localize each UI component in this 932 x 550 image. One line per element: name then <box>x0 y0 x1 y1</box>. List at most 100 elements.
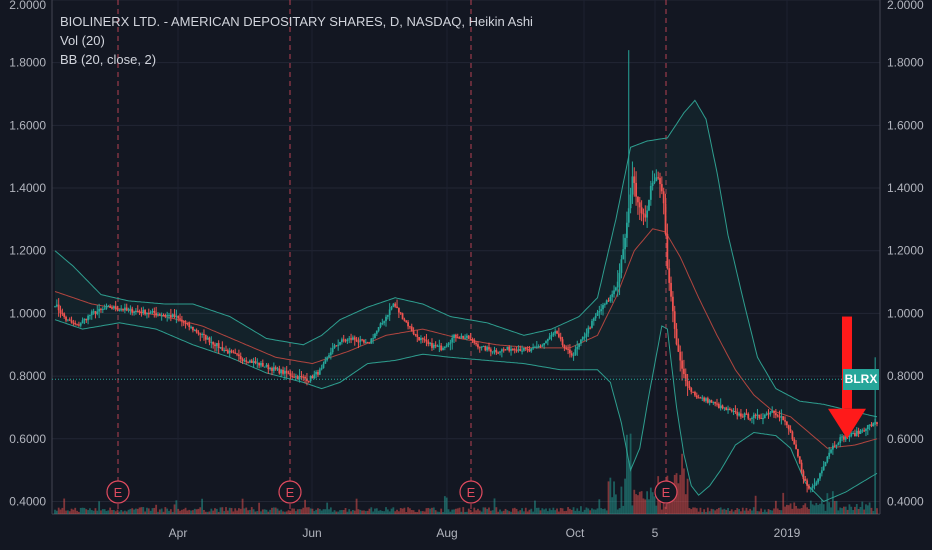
volume-bar <box>592 509 595 514</box>
volume-bar <box>190 510 192 514</box>
candle <box>677 338 680 352</box>
candle <box>600 304 603 315</box>
candle-body <box>192 326 194 331</box>
candle-body <box>602 304 604 310</box>
volume-bar <box>195 509 198 514</box>
candle-body <box>57 304 60 311</box>
volume-bar <box>109 507 112 514</box>
candle <box>142 306 145 316</box>
candle-body <box>247 361 249 363</box>
candle <box>502 347 505 353</box>
volume-bar <box>425 508 428 514</box>
candle-body <box>425 340 428 342</box>
candle-body <box>269 367 272 370</box>
candle-body <box>471 339 474 341</box>
candle <box>171 313 174 318</box>
candle-body <box>552 333 555 336</box>
candle-body <box>798 456 801 463</box>
candle-body <box>813 485 816 487</box>
candle-body <box>175 316 178 318</box>
candle-body <box>160 314 163 316</box>
candle-body <box>120 309 123 311</box>
candle <box>701 395 704 401</box>
candle-body <box>815 482 818 486</box>
candle <box>822 460 825 471</box>
candle-body <box>493 350 496 352</box>
volume-bar <box>416 511 419 514</box>
candle <box>861 428 864 434</box>
candle-body <box>169 315 172 318</box>
candle-body <box>193 329 196 331</box>
candle-body <box>638 202 641 208</box>
candle <box>421 337 424 343</box>
candle-body <box>223 349 226 351</box>
candle <box>854 429 856 437</box>
candle <box>528 346 531 353</box>
volume-bar <box>637 495 639 514</box>
price-tick-label-right: 0.4000 <box>887 494 924 508</box>
candle <box>219 346 222 349</box>
price-tick-label-right: 0.8000 <box>887 369 924 383</box>
volume-bar <box>545 508 547 514</box>
candle-body <box>499 351 501 353</box>
candle <box>74 320 77 326</box>
volume-bar <box>802 505 805 514</box>
time-axis: Apr Jun Aug Oct 5 2019 <box>169 526 801 540</box>
candle-body <box>125 307 128 310</box>
candle-body <box>405 320 408 323</box>
candle-body <box>670 282 672 297</box>
candle <box>833 441 836 448</box>
candle <box>747 412 750 421</box>
candle-body <box>92 311 95 313</box>
candle <box>613 285 615 298</box>
candle-body <box>728 408 731 410</box>
candle-body <box>232 351 235 353</box>
candle <box>436 344 439 347</box>
volume-bar <box>565 510 568 514</box>
candle <box>602 302 604 316</box>
volume-bar <box>506 510 509 514</box>
candle <box>449 339 452 351</box>
candle-body <box>655 177 658 182</box>
volume-bar <box>824 510 827 514</box>
candle <box>339 341 341 346</box>
candle <box>578 343 580 350</box>
candle <box>133 311 135 316</box>
candle <box>806 478 809 493</box>
volume-bar <box>313 511 316 514</box>
volume-bar <box>692 507 695 514</box>
volume-bar <box>186 510 189 514</box>
legend-volume[interactable]: Vol (20) <box>60 33 105 48</box>
candle-body <box>453 334 455 338</box>
volume-bar <box>335 511 338 514</box>
legend-title[interactable]: BIOLINERX LTD. - AMERICAN DEPOSITARY SHA… <box>60 14 533 29</box>
candle-body <box>155 313 158 315</box>
candle-body <box>239 356 242 359</box>
candle <box>614 286 617 292</box>
candle-body <box>254 361 257 363</box>
volume-bar <box>618 508 621 514</box>
candle-body <box>318 369 321 375</box>
candle-body <box>824 461 827 466</box>
candle <box>587 325 590 337</box>
candle-body <box>668 268 671 283</box>
candle-body <box>317 372 319 375</box>
volume-bar <box>635 494 638 514</box>
candle <box>556 330 558 335</box>
volume-bar <box>203 509 205 514</box>
volume-bar <box>526 511 529 514</box>
candle <box>635 171 638 206</box>
candle <box>164 313 167 319</box>
legend-bollinger[interactable]: BB (20, close, 2) <box>60 52 157 67</box>
volume-bar <box>92 510 95 514</box>
volume-bar <box>271 507 273 514</box>
volume-bar <box>370 507 373 514</box>
volume-bar <box>54 509 56 514</box>
candle-body <box>109 305 112 308</box>
volume-bar <box>640 491 643 514</box>
candle <box>464 334 466 340</box>
candle <box>585 328 588 342</box>
price-tick-label-left: 0.4000 <box>9 494 46 508</box>
candle-body <box>600 309 603 312</box>
